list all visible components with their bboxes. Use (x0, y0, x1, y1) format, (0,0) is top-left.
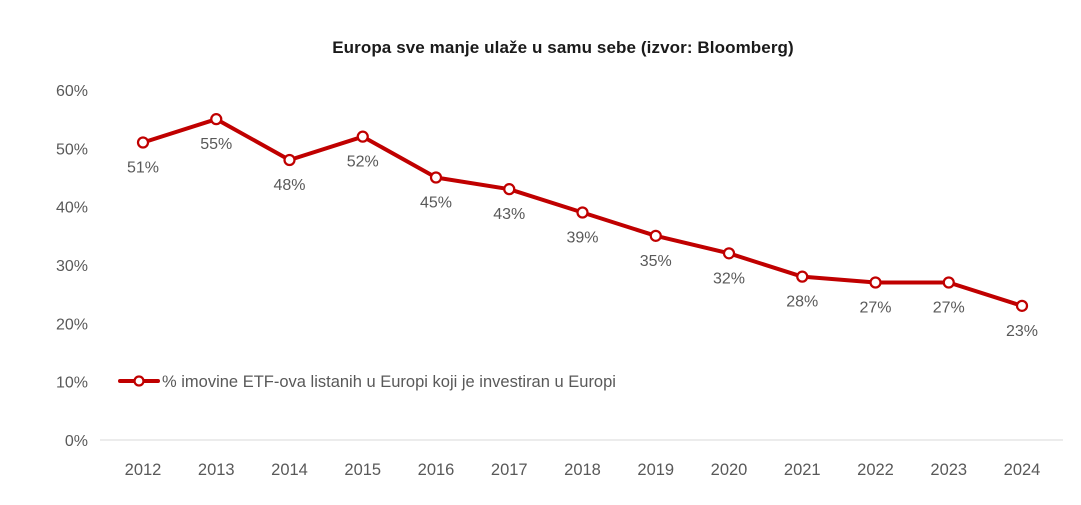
data-point-label: 39% (566, 230, 598, 247)
data-point-marker[interactable] (283, 153, 296, 167)
data-point-marker[interactable] (136, 136, 150, 149)
data-point-label: 51% (127, 160, 159, 177)
y-axis-tick-label: 40% (56, 200, 88, 217)
data-point-marker[interactable] (503, 183, 516, 196)
x-axis-category-label: 2022 (857, 461, 894, 479)
x-axis-category-label: 2013 (198, 461, 235, 479)
data-point-marker[interactable] (210, 113, 223, 126)
data-point-marker[interactable] (356, 130, 369, 143)
x-axis-category-label: 2019 (637, 461, 674, 479)
y-axis-tick-label: 0% (65, 433, 88, 450)
data-point-marker[interactable] (649, 229, 662, 242)
data-point-marker[interactable] (1015, 299, 1029, 312)
data-point-label: 43% (493, 206, 525, 223)
data-point-label: 45% (420, 195, 452, 212)
data-point-marker[interactable] (796, 270, 809, 283)
x-axis-category-label: 2018 (564, 461, 601, 479)
y-axis-tick-label: 10% (56, 375, 88, 392)
data-point-label: 27% (933, 300, 965, 317)
data-point-marker[interactable] (869, 276, 882, 289)
y-axis-tick-label: 60% (56, 83, 88, 100)
chart-title: Europa sve manje ulaže u samu sebe (izvo… (332, 38, 794, 57)
data-point-label: 23% (1006, 323, 1038, 340)
data-point-label: 55% (200, 136, 232, 153)
x-axis-category-label: 2023 (930, 461, 967, 479)
data-point-marker[interactable] (722, 247, 736, 260)
data-point-label: 52% (347, 154, 379, 171)
x-axis-category-label: 2015 (344, 461, 381, 479)
x-axis-category-label: 2021 (784, 461, 821, 479)
data-point-label: 32% (713, 270, 745, 287)
y-axis-tick-label: 50% (56, 141, 88, 158)
data-point-marker[interactable] (429, 171, 443, 184)
x-axis-category-label: 2024 (1004, 461, 1041, 479)
x-axis-category-label: 2017 (491, 461, 528, 479)
x-axis-category-label: 2014 (271, 461, 308, 479)
x-axis-category-label: 2016 (418, 461, 455, 479)
data-point-label: 27% (859, 300, 891, 317)
x-axis-category-label: 2012 (125, 461, 162, 479)
data-point-label: 35% (640, 253, 672, 270)
data-point-marker[interactable] (576, 206, 589, 219)
y-axis-tick-label: 30% (56, 258, 88, 275)
x-axis-category-label: 2020 (711, 461, 748, 479)
legend-marker-icon (133, 375, 145, 387)
y-axis-tick-label: 20% (56, 316, 88, 333)
data-point-label: 48% (273, 177, 305, 194)
data-point-label: 28% (786, 294, 818, 311)
legend-label[interactable]: % imovine ETF-ova listanih u Europi koji… (162, 373, 616, 391)
data-point-marker[interactable] (942, 276, 955, 289)
